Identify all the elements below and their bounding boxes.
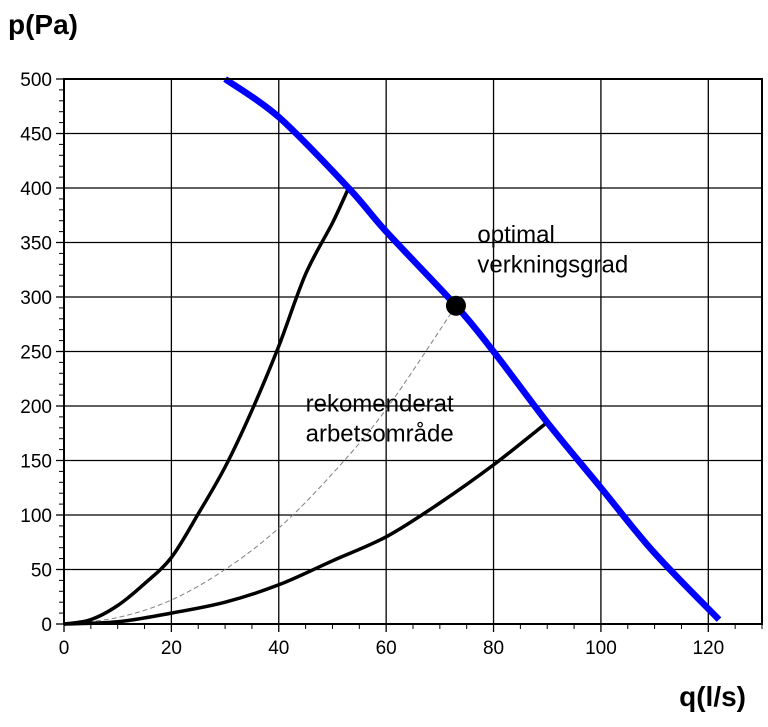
optimal-point-marker [445,295,466,316]
plot-frame [63,78,763,625]
system-curve-upper [63,187,351,626]
x-tick-label: 60 [376,638,397,659]
fan-curve-line [223,76,722,622]
y-tick-label: 0 [41,615,52,636]
x-tick-label: 0 [59,638,70,659]
y-tick-label: 100 [20,506,52,527]
x-tick-label: 120 [692,638,724,659]
y-tick-label: 300 [20,288,52,309]
annotations: optimal verkningsgrad rekomenderat arbetsom… [306,222,629,448]
x-tick-label: 20 [161,638,182,659]
y-tick-label: 500 [20,70,52,91]
system-curve-optimal [63,305,457,625]
recommended-range-label: arbetsområde [306,420,454,447]
grid [56,78,762,632]
optimal-efficiency-label: verkningsgrad [477,252,628,279]
minor-ticks [59,89,763,629]
tick-labels: 0 20 40 60 80 100 120 0 50 100 150 200 250 300 350 400 4… [20,70,724,659]
y-tick-label: 450 [20,125,52,146]
y-axis-title: p(Pa) [8,9,78,40]
y-tick-label: 150 [20,452,52,473]
recommended-range-label: rekomenderat [306,390,454,417]
y-tick-label: 400 [20,179,52,200]
series-group [63,76,722,626]
x-tick-label: 100 [585,638,617,659]
x-tick-label: 80 [483,638,504,659]
x-axis-title: q(l/s) [679,681,746,712]
y-tick-label: 350 [20,234,52,255]
x-tick-label: 40 [268,638,289,659]
system-curve-lower [63,421,549,626]
optimal-efficiency-label: optimal [477,222,554,249]
y-tick-label: 250 [20,343,52,364]
y-tick-label: 50 [31,561,52,582]
y-tick-label: 200 [20,397,52,418]
